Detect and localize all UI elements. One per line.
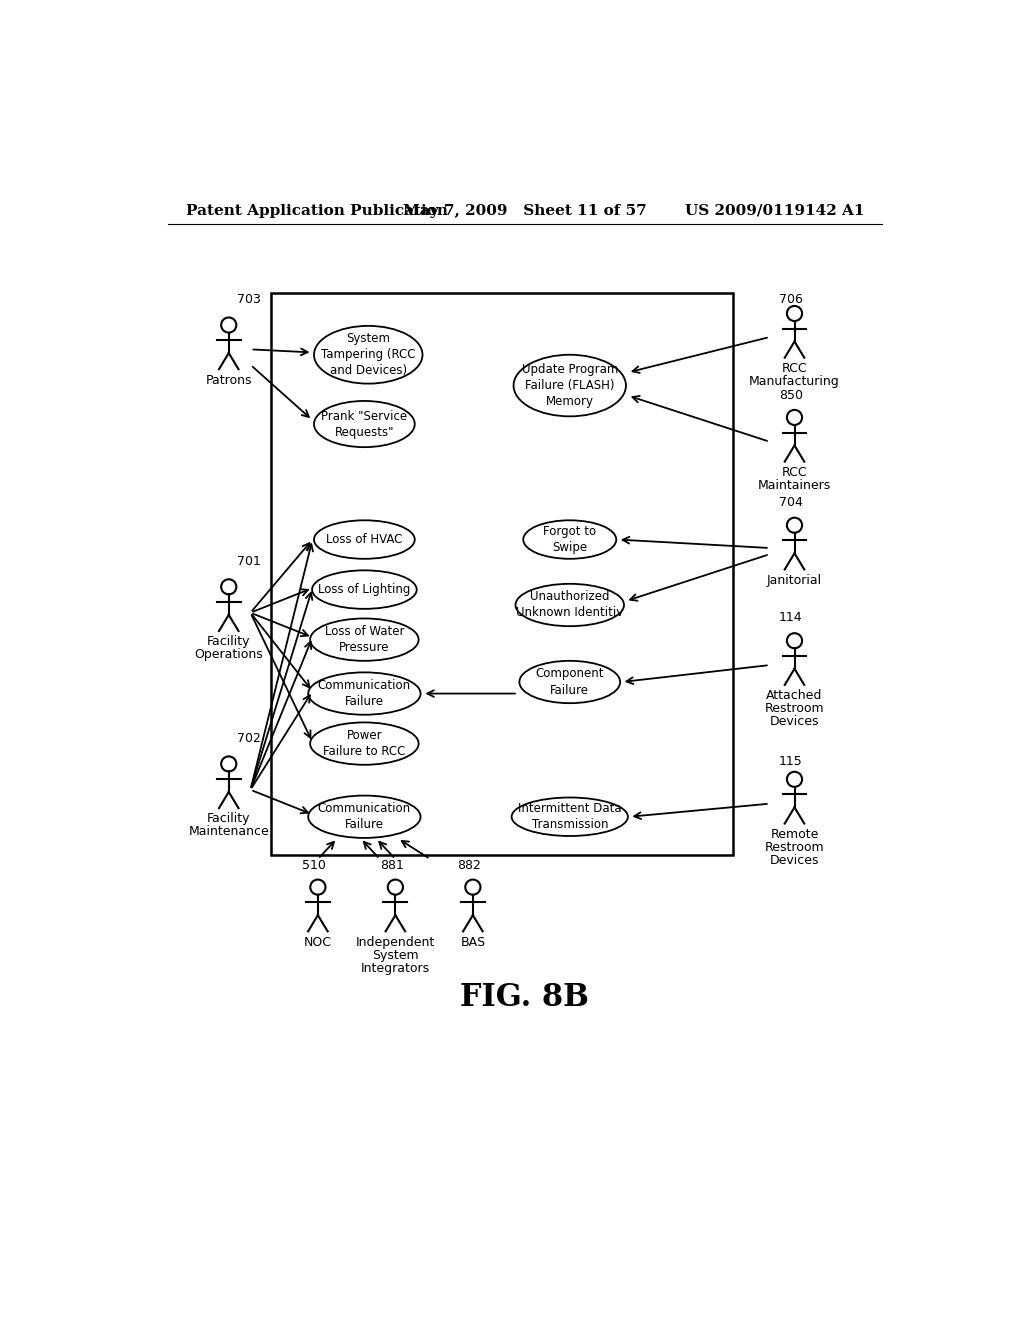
Text: FIG. 8B: FIG. 8B xyxy=(461,982,589,1014)
Text: 703: 703 xyxy=(237,293,260,306)
Text: Loss of Water
Pressure: Loss of Water Pressure xyxy=(325,626,404,655)
Text: BAS: BAS xyxy=(461,936,485,949)
Ellipse shape xyxy=(514,355,626,416)
Text: 704: 704 xyxy=(779,496,803,508)
Ellipse shape xyxy=(314,326,423,384)
Text: System
Tampering (RCC
and Devices): System Tampering (RCC and Devices) xyxy=(321,333,416,378)
Text: Unauthorized
Unknown Identitiv: Unauthorized Unknown Identitiv xyxy=(516,590,624,619)
Text: 510: 510 xyxy=(302,859,327,873)
Text: RCC: RCC xyxy=(781,466,807,479)
Text: NOC: NOC xyxy=(304,936,332,949)
Text: Integrators: Integrators xyxy=(360,961,430,974)
Text: Facility: Facility xyxy=(207,812,251,825)
Text: May 7, 2009   Sheet 11 of 57: May 7, 2009 Sheet 11 of 57 xyxy=(402,203,647,218)
Text: Facility: Facility xyxy=(207,635,251,648)
Text: Maintainers: Maintainers xyxy=(758,479,831,492)
Text: Update Program
Failure (FLASH)
Memory: Update Program Failure (FLASH) Memory xyxy=(521,363,617,408)
Text: 701: 701 xyxy=(237,554,260,568)
Ellipse shape xyxy=(523,520,616,558)
Text: Devices: Devices xyxy=(770,715,819,729)
Text: Prank "Service
Requests": Prank "Service Requests" xyxy=(322,409,408,438)
Text: System: System xyxy=(372,949,419,961)
Text: Communication
Failure: Communication Failure xyxy=(317,803,411,832)
Text: Patrons: Patrons xyxy=(206,374,252,387)
Bar xyxy=(271,293,732,855)
Ellipse shape xyxy=(310,619,419,661)
Text: Communication
Failure: Communication Failure xyxy=(317,678,411,708)
Text: Manufacturing: Manufacturing xyxy=(750,375,840,388)
Text: 114: 114 xyxy=(779,611,803,624)
Text: Operations: Operations xyxy=(195,648,263,661)
Ellipse shape xyxy=(308,672,421,714)
Text: US 2009/0119142 A1: US 2009/0119142 A1 xyxy=(685,203,864,218)
Ellipse shape xyxy=(312,570,417,609)
Text: Patent Application Publication: Patent Application Publication xyxy=(186,203,449,218)
Text: 706: 706 xyxy=(779,293,803,306)
Text: Power
Failure to RCC: Power Failure to RCC xyxy=(324,729,406,758)
Text: Restroom: Restroom xyxy=(765,702,824,715)
Text: 882: 882 xyxy=(458,859,481,873)
Text: Attached: Attached xyxy=(766,689,822,702)
Ellipse shape xyxy=(308,796,421,838)
Ellipse shape xyxy=(512,797,628,836)
Text: Devices: Devices xyxy=(770,854,819,867)
Text: Maintenance: Maintenance xyxy=(188,825,269,838)
Text: Janitorial: Janitorial xyxy=(767,574,822,586)
Text: Loss of Lighting: Loss of Lighting xyxy=(318,583,411,597)
Ellipse shape xyxy=(515,583,624,626)
Ellipse shape xyxy=(314,520,415,558)
Text: 702: 702 xyxy=(237,733,260,744)
Text: 850: 850 xyxy=(779,389,803,403)
Text: Remote: Remote xyxy=(770,828,818,841)
Ellipse shape xyxy=(314,401,415,447)
Text: 881: 881 xyxy=(380,859,403,873)
Text: Independent: Independent xyxy=(355,936,435,949)
Text: Forgot to
Swipe: Forgot to Swipe xyxy=(543,525,596,554)
Text: 115: 115 xyxy=(779,755,803,768)
Text: Intermittent Data
Transmission: Intermittent Data Transmission xyxy=(518,803,622,832)
Ellipse shape xyxy=(310,722,419,764)
Text: Loss of HVAC: Loss of HVAC xyxy=(327,533,402,546)
Text: Component
Failure: Component Failure xyxy=(536,668,604,697)
Ellipse shape xyxy=(519,661,621,704)
Text: RCC: RCC xyxy=(781,362,807,375)
Text: Restroom: Restroom xyxy=(765,841,824,854)
